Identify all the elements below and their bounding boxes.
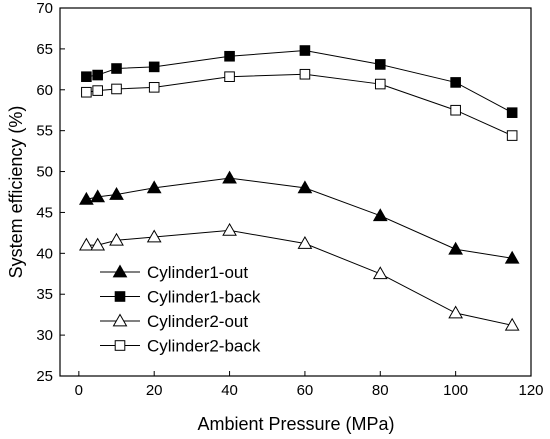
data-point [146,229,162,243]
data-point [224,71,235,82]
x-tick-label: 60 [297,382,314,399]
data-point [92,69,103,81]
y-tick-label: 55 [36,123,53,140]
y-tick-label: 40 [36,245,53,262]
data-point [448,305,464,319]
data-point [81,71,92,82]
legend-item-2: Cylinder2-out [100,312,248,331]
data-point [79,191,94,205]
data-point [374,78,386,90]
legend-item-3: Cylinder2-back [100,337,261,356]
data-point [222,170,237,184]
y-tick-label: 65 [36,41,53,58]
series-0 [79,170,520,264]
data-point [79,237,94,251]
data-point [506,107,518,118]
data-point [299,45,311,56]
data-point [90,189,106,203]
data-point [297,236,313,249]
series-3 [81,68,518,141]
data-point [148,61,160,73]
data-point [372,208,388,222]
data-point [299,68,311,80]
y-axis-label: System efficiency (%) [6,106,26,279]
y-tick-label: 70 [36,0,53,17]
series-line [86,50,513,114]
y-tick-label: 60 [36,82,53,99]
y-tick-label: 30 [36,327,53,344]
data-point [297,180,313,194]
data-point [504,250,520,264]
legend-label: Cylinder2-out [147,312,248,331]
data-series [79,45,520,331]
y-tick-label: 25 [36,368,53,385]
data-point [148,82,160,93]
x-tick-label: 20 [146,382,163,399]
data-point [222,222,237,236]
data-point [450,104,461,116]
data-point [92,85,103,96]
x-tick-label: 0 [75,382,83,399]
x-tick-label: 80 [372,382,389,399]
series-2 [79,222,520,331]
y-tick-label: 45 [36,204,53,221]
data-point [146,180,162,194]
legend-marker [114,340,126,351]
data-point [448,241,464,255]
x-tick-label: 120 [518,382,543,399]
data-point [109,186,124,200]
legend-label: Cylinder1-out [147,263,248,282]
series-1 [81,45,518,118]
axis-ticks: 0 20 40 60 80 100 120 25 30 35 40 45 50 55 60 65 70 [36,0,543,399]
data-point [506,130,518,141]
x-tick-label: 100 [443,382,468,399]
data-point [109,232,124,246]
data-point [374,59,386,70]
legend-label: Cylinder1-back [147,288,261,307]
data-point [450,77,461,88]
legend-marker [112,313,128,327]
legend-marker [114,291,126,302]
data-point [111,63,122,74]
data-point [90,237,106,251]
legend-marker [112,264,128,278]
plot-frame [59,7,532,377]
x-tick-label: 40 [221,382,238,399]
data-point [504,317,520,331]
data-point [372,266,388,280]
legend-item-0: Cylinder1-out [100,263,248,282]
data-point [224,50,235,62]
legend-label: Cylinder2-back [147,337,261,356]
y-tick-label: 50 [36,164,53,181]
data-point [81,86,92,98]
y-tick-label: 35 [36,286,53,303]
legend: Cylinder1-out Cylinder1-back Cylinder2-out… [100,263,261,356]
data-point [111,83,122,95]
x-axis-label: Ambient Pressure (MPa) [197,414,394,434]
legend-item-1: Cylinder1-back [100,288,261,307]
